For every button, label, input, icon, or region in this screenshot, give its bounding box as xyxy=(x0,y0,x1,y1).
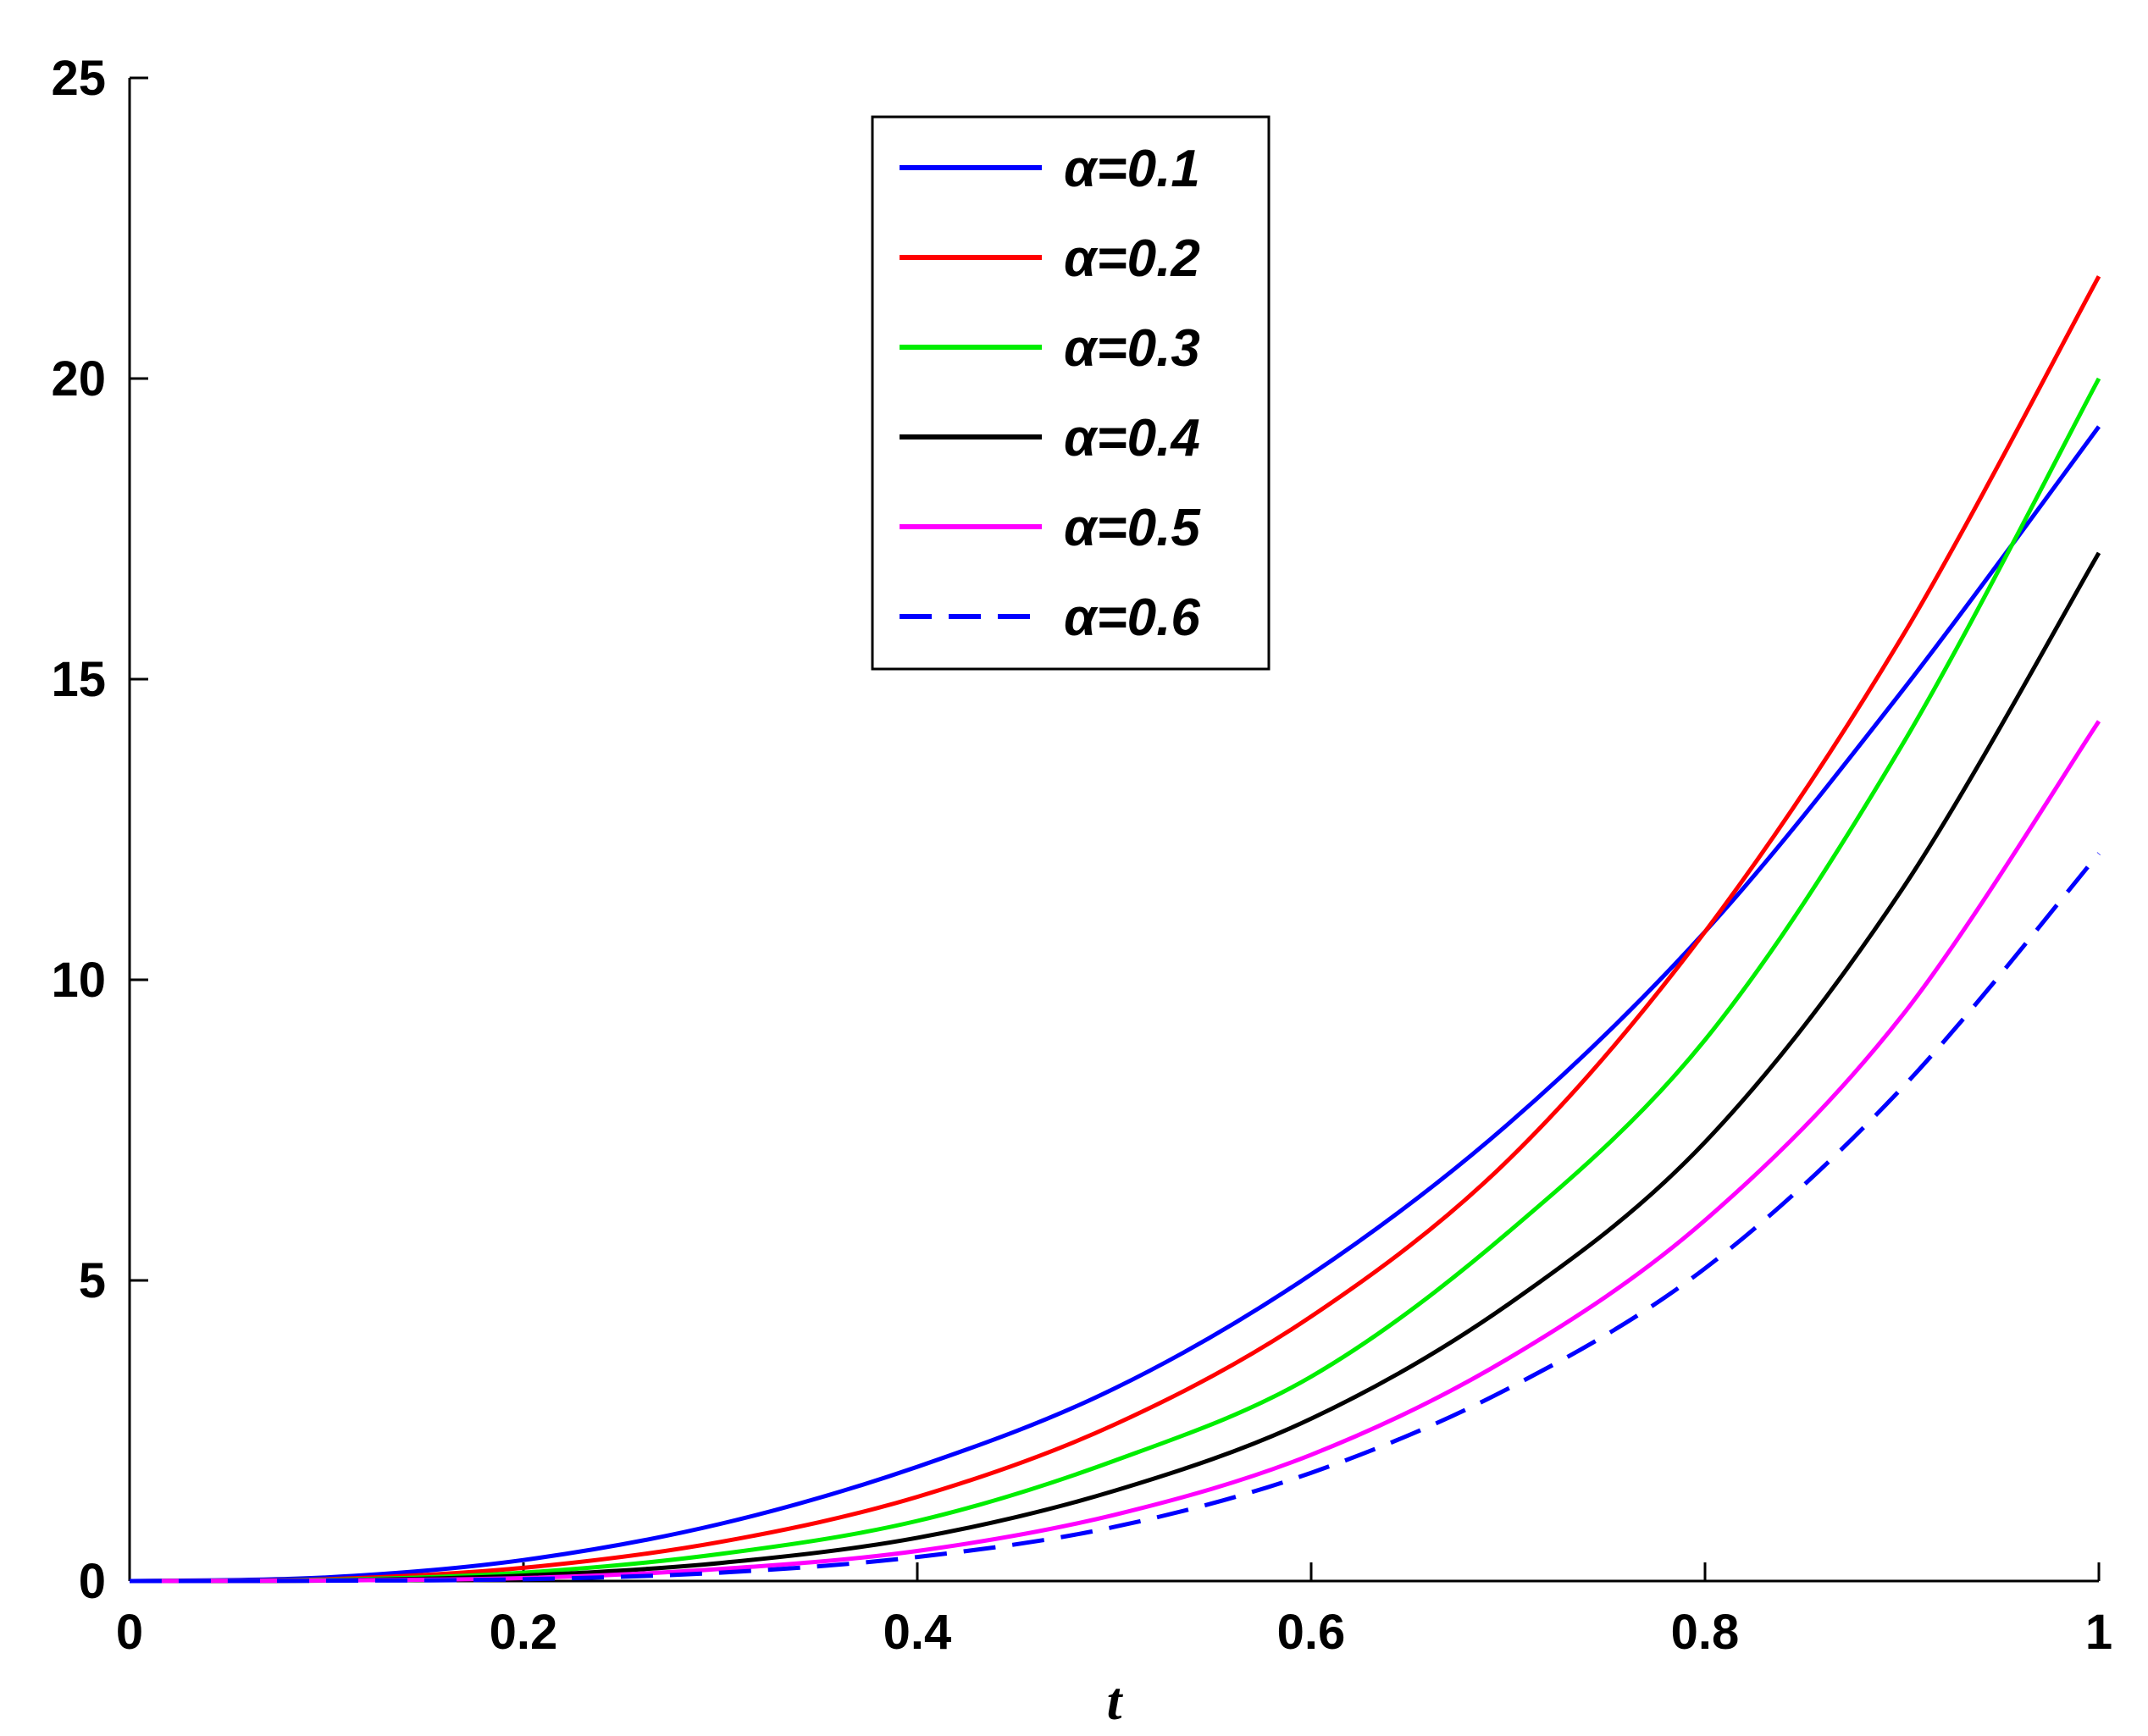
series-line-2 xyxy=(129,275,2101,1584)
series-line-6 xyxy=(129,852,2101,1584)
y-tick-label: 15 xyxy=(51,652,106,707)
x-tick-label: 0.2 xyxy=(490,1605,558,1660)
legend-label-6: α=0.6 xyxy=(1064,589,1200,647)
legend-label-3: α=0.3 xyxy=(1064,319,1200,378)
legend-label-2: α=0.2 xyxy=(1064,229,1200,288)
x-tick-label: 0.4 xyxy=(883,1605,952,1660)
x-tick-label: 0 xyxy=(116,1605,143,1660)
y-tick-label: 20 xyxy=(51,351,106,406)
legend-label-4: α=0.4 xyxy=(1064,409,1200,467)
legend: α=0.1 α=0.2 α=0.3 α=0.4 α=0.5 α=0.6 xyxy=(871,115,1271,671)
series-line-1 xyxy=(129,425,2101,1584)
y-tick-label: 0 xyxy=(79,1554,106,1609)
legend-label-1: α=0.1 xyxy=(1064,140,1200,198)
legend-label-5: α=0.5 xyxy=(1064,499,1201,557)
x-tick-label: 1 xyxy=(2085,1605,2112,1660)
legend-box xyxy=(871,115,1271,671)
x-tick-label: 0.6 xyxy=(1277,1605,1346,1660)
y-tick-label: 10 xyxy=(51,953,106,1008)
x-tick-label: 0.8 xyxy=(1671,1605,1740,1660)
y-tick-label: 25 xyxy=(51,51,106,106)
y-axis-ticks: 0 5 10 15 20 25 xyxy=(51,51,148,1609)
y-tick-label: 5 xyxy=(79,1253,106,1308)
x-axis-ticks: 0 0.2 0.4 0.6 0.8 1 xyxy=(116,1562,2112,1660)
series-lines xyxy=(129,275,2101,1584)
series-line-3 xyxy=(129,377,2101,1584)
x-axis-label: t xyxy=(1107,1671,1124,1731)
